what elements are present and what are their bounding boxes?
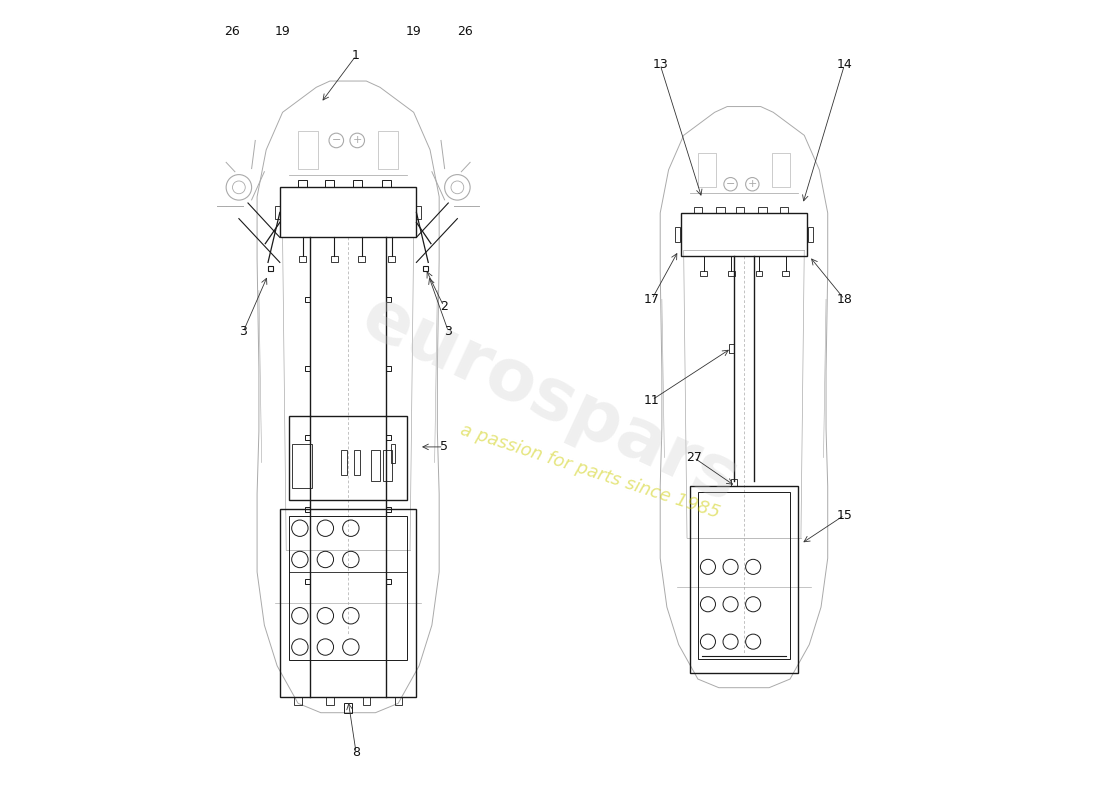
Bar xyxy=(697,492,790,659)
Bar xyxy=(417,206,421,218)
Bar xyxy=(279,187,417,238)
Bar xyxy=(305,579,310,584)
Bar xyxy=(289,416,407,500)
Bar xyxy=(371,450,380,482)
Bar xyxy=(359,256,365,262)
Bar xyxy=(756,270,762,276)
Text: eurospars: eurospars xyxy=(351,282,749,518)
Bar xyxy=(386,579,392,584)
Text: 15: 15 xyxy=(836,509,852,522)
Text: 3: 3 xyxy=(240,325,248,338)
Bar xyxy=(353,450,360,475)
Text: 27: 27 xyxy=(685,451,702,464)
Bar xyxy=(383,450,392,482)
Bar xyxy=(305,435,310,440)
Bar xyxy=(292,444,311,487)
Bar xyxy=(279,510,417,697)
Bar xyxy=(729,344,734,353)
Bar xyxy=(386,298,392,302)
Bar xyxy=(782,270,789,276)
Bar xyxy=(716,206,725,213)
Bar xyxy=(305,366,310,371)
Text: 11: 11 xyxy=(644,394,660,406)
Text: 13: 13 xyxy=(652,58,668,71)
Text: 1: 1 xyxy=(352,49,360,62)
Bar xyxy=(363,697,370,705)
Bar xyxy=(327,697,333,705)
Bar xyxy=(326,179,334,187)
Bar xyxy=(736,206,744,213)
Bar xyxy=(299,256,306,262)
Text: +: + xyxy=(352,135,362,146)
Bar xyxy=(289,516,407,659)
Text: +: + xyxy=(748,179,757,190)
Bar xyxy=(275,206,279,218)
Bar xyxy=(268,266,274,271)
Bar xyxy=(694,206,702,213)
Text: 8: 8 xyxy=(352,746,360,758)
Bar xyxy=(295,697,301,705)
Bar xyxy=(730,479,737,486)
Bar xyxy=(808,227,813,242)
Text: 5: 5 xyxy=(440,441,448,454)
Bar xyxy=(388,256,396,262)
Text: 17: 17 xyxy=(644,293,660,306)
Bar xyxy=(378,131,398,169)
Bar xyxy=(305,298,310,302)
Text: 18: 18 xyxy=(836,293,852,306)
Bar xyxy=(298,131,318,169)
Bar xyxy=(305,507,310,512)
Bar xyxy=(382,179,390,187)
Bar xyxy=(298,179,307,187)
Text: 19: 19 xyxy=(275,26,290,38)
Bar xyxy=(390,444,396,462)
Text: 26: 26 xyxy=(223,26,240,38)
Bar xyxy=(758,206,767,213)
Text: 26: 26 xyxy=(456,26,473,38)
Bar xyxy=(341,450,348,475)
Text: 2: 2 xyxy=(440,300,448,313)
Text: −: − xyxy=(726,179,735,190)
Bar xyxy=(674,227,680,242)
Bar xyxy=(690,486,799,674)
Bar xyxy=(681,213,806,256)
Text: −: − xyxy=(331,135,341,146)
Bar xyxy=(386,507,392,512)
Bar xyxy=(780,206,789,213)
Bar xyxy=(422,266,428,271)
Text: a passion for parts since 1985: a passion for parts since 1985 xyxy=(458,421,722,522)
Bar xyxy=(386,435,392,440)
Text: 3: 3 xyxy=(444,325,452,338)
Bar xyxy=(344,703,352,713)
Bar xyxy=(728,270,735,276)
Bar xyxy=(353,179,362,187)
Text: 19: 19 xyxy=(406,26,421,38)
Bar xyxy=(771,153,790,187)
Bar xyxy=(331,256,338,262)
Text: 14: 14 xyxy=(837,58,852,71)
Bar xyxy=(701,270,707,276)
Bar xyxy=(697,153,716,187)
Bar xyxy=(395,697,402,705)
Bar xyxy=(386,366,392,371)
